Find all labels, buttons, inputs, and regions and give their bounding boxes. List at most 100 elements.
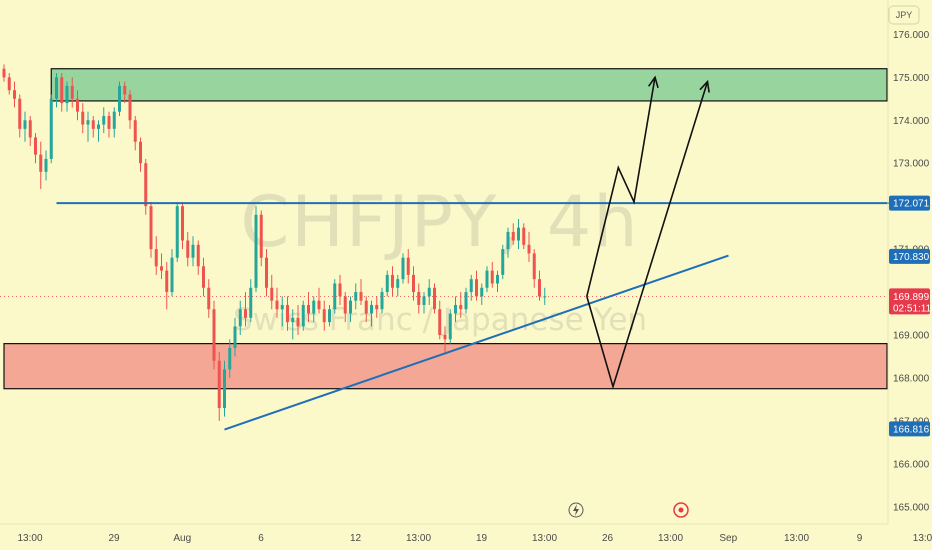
record-event-icon[interactable]	[673, 502, 689, 518]
x-tick-label: 29	[108, 533, 120, 544]
price-tag-bg	[889, 248, 930, 264]
candle-body	[538, 279, 541, 297]
candle-body	[469, 279, 473, 293]
candle	[60, 73, 64, 112]
currency-box[interactable]: JPY	[888, 5, 920, 25]
candle	[443, 326, 447, 353]
price-tag: 172.071	[889, 195, 930, 211]
candle	[91, 115, 95, 138]
candle-body	[102, 115, 106, 125]
candle	[44, 150, 48, 181]
candle	[459, 292, 463, 318]
candle	[433, 283, 436, 314]
candle	[333, 279, 337, 314]
candle	[202, 257, 205, 297]
candle-body	[412, 274, 415, 293]
candle	[223, 360, 226, 417]
candle	[107, 111, 111, 138]
candle	[343, 292, 347, 323]
candle	[485, 266, 489, 293]
candle-body	[118, 85, 121, 112]
candle-body	[443, 335, 447, 340]
x-tick-label: 19	[476, 533, 488, 544]
candle-body	[448, 313, 452, 340]
lightning-event-icon[interactable]	[568, 502, 584, 518]
candle	[422, 292, 426, 314]
candle	[259, 210, 263, 267]
candle-body	[328, 309, 331, 323]
candle-body	[506, 231, 510, 250]
candle-body	[70, 85, 74, 99]
x-tick-label: 26	[602, 533, 614, 544]
candle	[144, 158, 148, 215]
candle	[522, 223, 526, 250]
candle-body	[2, 68, 6, 78]
candle	[464, 287, 468, 314]
candle	[286, 296, 289, 331]
x-tick-label: 9	[857, 533, 863, 544]
x-tick-label: 13:00	[406, 533, 431, 544]
candle-body	[265, 257, 268, 288]
candle	[191, 236, 195, 267]
candle-body	[296, 317, 300, 327]
resistance-zone	[50, 68, 888, 102]
candle	[406, 249, 410, 284]
candle-body	[433, 287, 436, 310]
candle	[133, 115, 137, 151]
price-tag-bg	[889, 288, 930, 315]
candle-body	[343, 296, 347, 314]
projection-arrowhead-2	[699, 79, 710, 93]
candle	[338, 274, 342, 305]
candle-body	[34, 137, 37, 155]
candle-body	[417, 292, 421, 305]
y-tick-label: 168.000	[893, 373, 930, 384]
candle	[506, 227, 510, 258]
x-tick-label: 13:00	[17, 533, 42, 544]
candle-body	[496, 274, 499, 284]
candle-body	[370, 304, 373, 314]
x-tick-label: 6	[258, 533, 264, 544]
candle	[28, 115, 32, 147]
projection-path-1	[586, 77, 656, 297]
candle	[391, 266, 394, 297]
candle	[496, 270, 499, 293]
candle	[13, 81, 16, 108]
candle	[270, 274, 274, 310]
candle-body	[238, 309, 242, 327]
candle	[7, 73, 11, 95]
candle-body	[207, 287, 211, 310]
time-axis[interactable]: 13:00 29 Aug 6 12 13:00 19 13:00 26 13:00 Sep 13:00…	[17, 533, 932, 544]
price-tag-value: 169.899	[893, 292, 930, 303]
candle-body	[39, 154, 43, 172]
candle	[291, 309, 295, 340]
candle	[359, 279, 363, 305]
candle	[170, 249, 174, 297]
candle	[501, 244, 505, 280]
candle-body	[65, 85, 69, 104]
candle-body	[359, 292, 363, 301]
candle-body	[144, 163, 148, 207]
candle-body	[233, 326, 237, 348]
candle	[438, 300, 442, 340]
candle	[349, 296, 352, 323]
price-tag: 170.830	[889, 248, 930, 264]
candle-body	[286, 304, 289, 323]
price-axis[interactable]: 165.000166.000167.000168.000169.000170.0…	[889, 30, 932, 513]
y-tick-label: 169.000	[893, 331, 930, 342]
candle-body	[86, 120, 90, 125]
candle	[328, 304, 331, 327]
candle-body	[543, 296, 547, 298]
candle	[412, 266, 415, 301]
candle-body	[511, 231, 515, 241]
price-tag-countdown: 02:51:11	[893, 303, 932, 314]
candle-body	[60, 77, 64, 104]
candle	[139, 137, 142, 172]
candle-body	[81, 111, 85, 125]
candle	[18, 94, 22, 138]
candle-body	[249, 287, 253, 318]
candle	[364, 296, 368, 323]
candle-body	[380, 292, 384, 310]
candle	[517, 219, 520, 250]
